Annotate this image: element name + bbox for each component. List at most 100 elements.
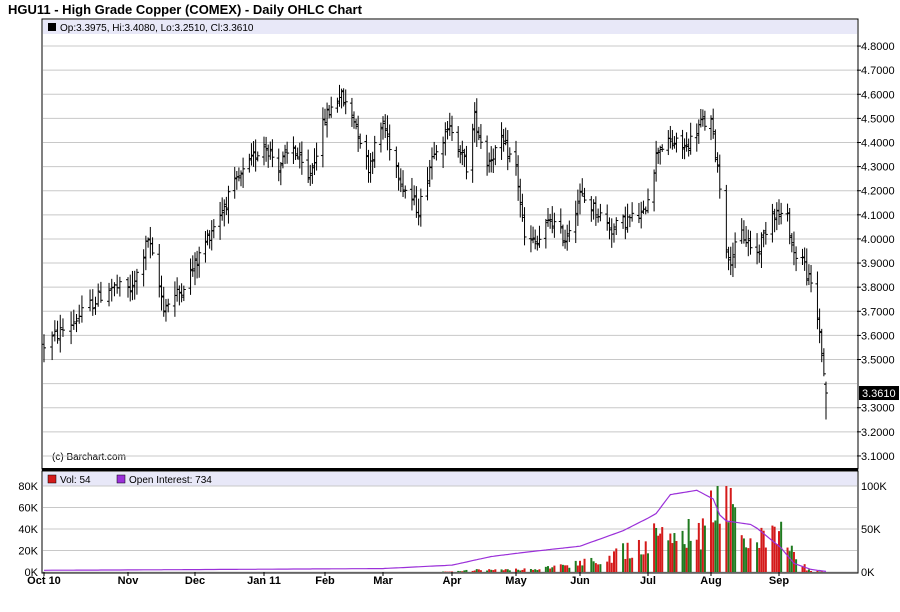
price-tick-label: 3.5000: [861, 355, 895, 367]
volume-bar: [506, 569, 509, 572]
volume-bar: [756, 542, 759, 572]
last-price-label: 3.3610: [862, 388, 896, 400]
volume-bar: [792, 551, 795, 572]
volume-bar: [699, 549, 702, 572]
price-bars: [42, 84, 828, 420]
volume-bar: [519, 570, 522, 572]
volume-bar: [504, 569, 507, 572]
volume-bar: [683, 544, 686, 572]
volume-bar: [536, 570, 539, 572]
volume-bar: [667, 540, 670, 572]
x-tick-label: Feb: [315, 575, 335, 587]
volume-bar: [780, 521, 783, 572]
volume-bar: [714, 520, 717, 572]
price-tick-label: 4.1000: [861, 210, 895, 222]
volume-bar: [695, 539, 698, 572]
open-interest-tick-label: 50K: [861, 524, 881, 536]
price-tick-label: 4.0000: [861, 234, 895, 246]
volume-bar: [564, 565, 567, 572]
open-interest-tick-label: 100K: [861, 481, 887, 493]
price-tick-label: 3.7000: [861, 306, 895, 318]
volume-bar: [615, 548, 618, 572]
volume-bar: [488, 569, 491, 572]
volume-panel-frame: [41, 470, 859, 574]
volume-bar: [581, 565, 584, 572]
price-tick-label: 4.7000: [861, 65, 895, 77]
x-tick-label: May: [505, 575, 527, 587]
price-tick-label: 4.5000: [861, 113, 895, 125]
oi-legend-text: Open Interest: 734: [129, 475, 212, 486]
price-tick-label: 3.3000: [861, 403, 895, 415]
volume-tick-label: 60K: [18, 503, 38, 515]
last-price-box: [859, 386, 899, 401]
volume-bar: [451, 571, 453, 572]
legend-swatch-volume: [47, 474, 57, 484]
volume-bar: [534, 569, 537, 572]
volume-bar: [590, 557, 593, 572]
volume-bar: [710, 490, 712, 572]
price-tick-label: 4.4000: [861, 138, 895, 150]
x-tick-label: Nov: [118, 575, 140, 587]
volume-bar: [576, 565, 579, 572]
volume-bar: [771, 525, 774, 572]
volume-bar: [697, 522, 700, 572]
x-tick-label: Jun: [570, 575, 590, 587]
volume-bar: [747, 548, 750, 572]
volume-tick-label: 40K: [18, 524, 38, 536]
volume-bar: [475, 569, 478, 572]
volume-bar: [655, 527, 658, 572]
volume-bar: [583, 558, 586, 572]
volume-bar: [486, 570, 489, 572]
volume-bar: [807, 569, 810, 572]
volume-bar: [637, 539, 640, 572]
volume-bar: [561, 564, 564, 572]
volume-bar: [521, 569, 524, 572]
volume-bar: [490, 569, 493, 572]
volume-bar: [810, 570, 813, 572]
volume-bar: [523, 568, 526, 572]
volume-bar: [517, 569, 520, 572]
volume-tick-label: 0K: [25, 567, 39, 579]
volume-bar: [544, 566, 547, 572]
volume-y-axes: 80K 60K 40K 20K 0K 100K 50K 0K: [18, 481, 887, 579]
volume-bar: [628, 558, 631, 572]
volume-bar: [740, 535, 743, 572]
volume-bar: [734, 507, 737, 572]
volume-bar: [622, 543, 625, 572]
volume-bar: [471, 570, 474, 572]
volume-bar: [566, 565, 569, 572]
volume-bar: [795, 559, 798, 572]
price-tick-label: 4.8000: [861, 41, 895, 53]
volume-bars: [442, 486, 823, 572]
last-price-marker: 3.3610: [859, 386, 899, 401]
volume-bar: [729, 487, 732, 572]
volume-bar: [712, 522, 715, 572]
volume-bar: [669, 533, 672, 572]
price-y-axis: 4.8000 4.7000 4.6000 4.5000 4.4000 4.3000 4.20…: [857, 41, 895, 463]
volume-bar: [529, 568, 532, 572]
volume-bar: [803, 564, 806, 572]
volume-bar: [559, 564, 562, 572]
volume-bar: [502, 570, 505, 572]
x-tick-label: Oct 10: [27, 575, 61, 587]
x-tick-label: Aug: [700, 575, 721, 587]
volume-bar: [701, 518, 704, 572]
volume-bar: [594, 563, 597, 572]
volume-bar: [760, 527, 763, 572]
volume-bar: [778, 531, 780, 572]
x-axis: Oct 10 Nov Dec Jan 11 Feb Mar Apr May Jun Jul Aug S…: [27, 572, 789, 587]
volume-bar: [687, 518, 690, 572]
volume-bar: [653, 523, 656, 572]
volume-bar: [642, 554, 645, 572]
volume-bar: [731, 504, 734, 572]
volume-bar: [461, 571, 464, 572]
volume-bar: [597, 564, 600, 572]
volume-bar: [465, 569, 468, 572]
panel-separator: [42, 468, 858, 471]
volume-bar: [716, 486, 719, 572]
price-tick-label: 4.2000: [861, 186, 895, 198]
volume-bar: [515, 568, 517, 572]
volume-bar: [749, 538, 752, 572]
volume-bar: [549, 568, 552, 572]
